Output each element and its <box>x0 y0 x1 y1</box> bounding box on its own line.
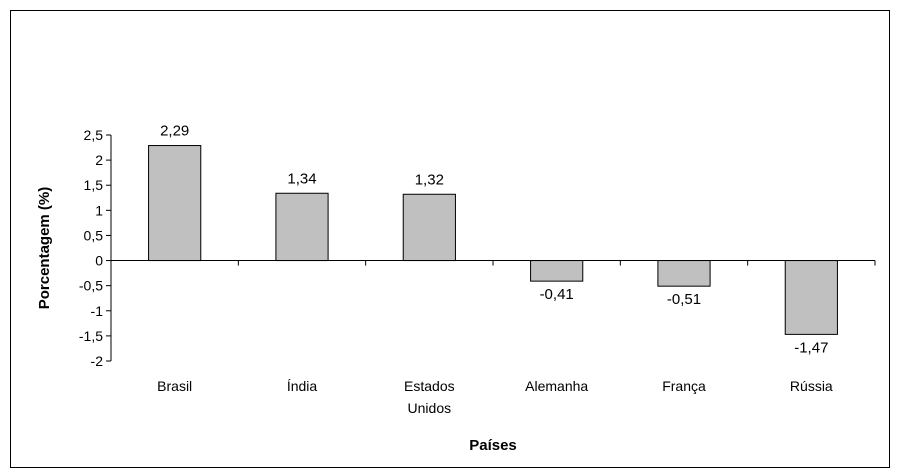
y-tick-label: -1,5 <box>79 328 103 344</box>
data-label: 2,29 <box>160 123 189 140</box>
y-axis-title: Porcentagem (%) <box>36 187 53 310</box>
bar <box>402 193 456 262</box>
x-tick-label: França <box>662 378 706 394</box>
plot-area: 2,5 2 1,5 1 0,5 0 -0,5 -1 -1,5 -2 2,29 1,34 1,32 -0,4… <box>79 123 876 416</box>
y-tick-label: -0,5 <box>79 278 103 294</box>
data-label: -1,47 <box>794 339 828 356</box>
bar <box>275 192 329 262</box>
y-tick-label: 2,5 <box>84 127 104 143</box>
x-tick-label: Brasil <box>157 378 192 394</box>
x-tick-label: Estados <box>404 378 455 394</box>
x-tick-label: Unidos <box>408 400 452 416</box>
bar <box>657 260 711 287</box>
bar <box>148 145 202 262</box>
bar <box>530 260 584 282</box>
x-tick-label: Alemanha <box>525 378 588 394</box>
y-tick-label: -2 <box>91 353 104 369</box>
data-label: -0,41 <box>540 286 574 303</box>
y-tick-label: 1,5 <box>84 177 104 193</box>
x-tick-label: Índia <box>287 378 318 394</box>
data-label: -0,51 <box>667 291 701 308</box>
y-tick-label: 1 <box>95 202 103 218</box>
y-tick-label: -1 <box>91 303 104 319</box>
y-tick-label: 0,5 <box>84 227 104 243</box>
y-tick-label: 2 <box>95 152 103 168</box>
data-label: 1,34 <box>287 170 316 187</box>
data-label: 1,32 <box>415 171 444 188</box>
bar <box>784 260 838 335</box>
y-tick-label: 0 <box>95 253 103 269</box>
x-tick-label: Rússia <box>790 378 833 394</box>
x-axis-title: Países <box>469 437 517 454</box>
